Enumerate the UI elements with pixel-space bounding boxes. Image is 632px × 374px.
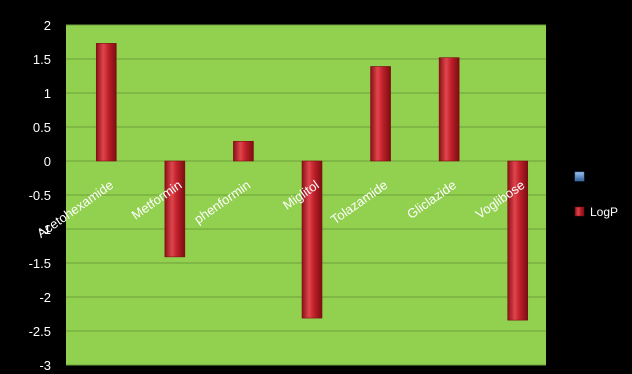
legend-label-logp: LogP [590, 205, 618, 219]
y-tick-label: -2 [39, 290, 51, 305]
y-tick-label: -1 [39, 222, 51, 237]
bar-acetohexamide [95, 43, 117, 162]
y-tick-label: -1.5 [29, 256, 51, 271]
legend-swatch-series-1 [574, 171, 585, 182]
bar-voglibose [507, 160, 529, 321]
y-tick-label: -2.5 [29, 324, 51, 339]
y-tick-label: 0 [44, 154, 51, 169]
bar-tolazamide [370, 66, 391, 162]
y-tick-label: 1 [44, 86, 51, 101]
legend-swatch-logp [574, 206, 585, 217]
bar-gliclazide [438, 57, 460, 162]
y-axis-ticks: 2 1.5 1 0.5 0 -0.5 -1 -1.5 -2 -2.5 -3 [29, 18, 51, 373]
legend: LogP [574, 171, 618, 219]
y-tick-label: 2 [44, 18, 51, 33]
bar-phenformin [233, 140, 254, 162]
y-tick-label: 0.5 [33, 120, 51, 135]
bars [95, 43, 529, 321]
y-tick-label: -0.5 [29, 188, 51, 203]
bar-miglitol [301, 160, 323, 319]
y-tick-label: -3 [39, 358, 51, 373]
y-tick-label: 1.5 [33, 52, 51, 67]
bar-metformin [164, 160, 186, 258]
